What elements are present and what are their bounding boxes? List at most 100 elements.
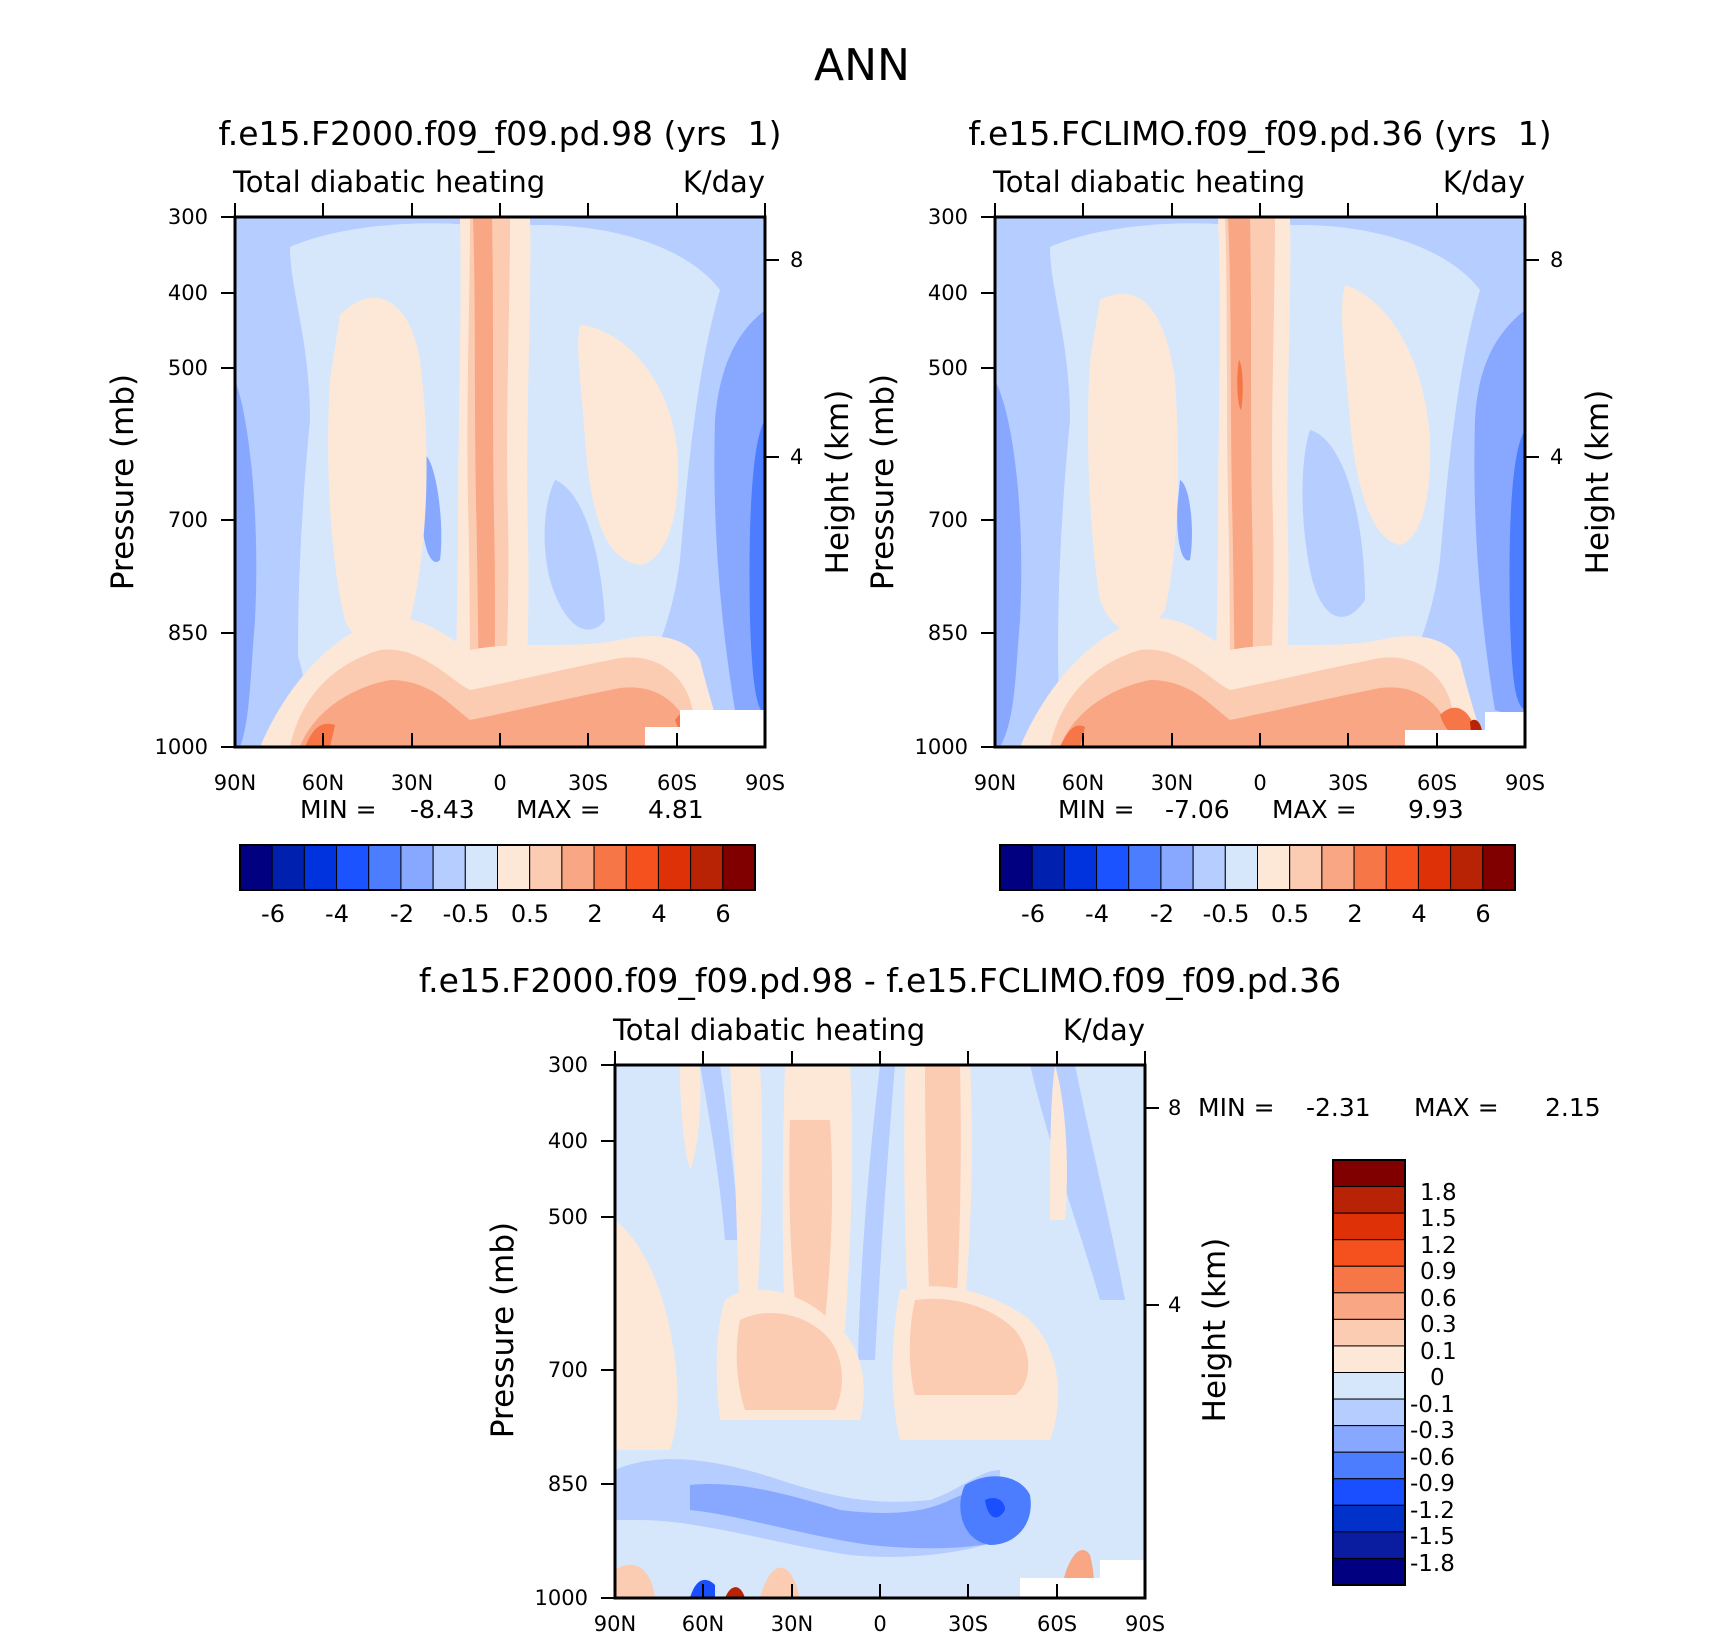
x-tick-label: 30S <box>568 771 608 795</box>
x-tick-label: 30N <box>391 771 433 795</box>
x-tick-label: 0 <box>873 1612 886 1636</box>
min-max: MIN = -8.43 MAX = 4.81 <box>300 795 704 824</box>
y2-tick-labels: 8 4 <box>790 248 803 469</box>
colorbar-cell <box>1353 844 1387 891</box>
y-tick-label: 850 <box>548 1472 588 1496</box>
min-value: -8.43 <box>410 795 475 824</box>
colorbar-cell <box>432 844 466 891</box>
y2-tick-label: 4 <box>1550 445 1563 469</box>
y2-tick-label: 4 <box>790 445 803 469</box>
colorbar-label: -0.3 <box>1410 1418 1455 1444</box>
y2-tick-labels: 8 4 <box>1168 1096 1181 1317</box>
y-tick-label: 700 <box>168 508 208 532</box>
colorbar-cell <box>1332 1292 1406 1320</box>
colorbar-cell <box>1332 1451 1406 1480</box>
contour-field <box>995 217 1525 747</box>
variable-label: Total diabatic heating <box>992 165 1305 199</box>
y2-tick-label: 8 <box>1550 248 1563 272</box>
y2-axis-label: Height (km) <box>1197 1238 1233 1423</box>
y-tick-labels: 300 400 500 700 850 1000 <box>155 205 208 759</box>
colorbar-label: -6 <box>261 900 285 928</box>
colorbar-label: -2 <box>1150 900 1174 928</box>
colorbar-label: -0.1 <box>1410 1392 1455 1418</box>
y-tick-label: 1000 <box>915 735 968 759</box>
y-tick-label: 700 <box>928 508 968 532</box>
min-value: -2.31 <box>1306 1093 1371 1122</box>
panel-diff: f.e15.F2000.f09_f09.pd.98 - f.e15.FCLIMO… <box>419 961 1601 1636</box>
plot-frame <box>221 203 779 749</box>
colorbar-cell <box>561 844 595 891</box>
colorbar-label: 0.1 <box>1420 1339 1457 1365</box>
x-tick-label: 90S <box>1125 1612 1165 1636</box>
x-tick-label: 90S <box>745 771 785 795</box>
colorbar-label: -6 <box>1021 900 1045 928</box>
x-tick-label: 0 <box>493 771 506 795</box>
y2-axis-label: Height (km) <box>820 390 856 575</box>
colorbar-label: -0.6 <box>1410 1445 1455 1471</box>
y-tick-label: 300 <box>168 205 208 229</box>
colorbar-cell <box>464 844 498 891</box>
colorbar-cell <box>368 844 402 891</box>
panel-fclimo: f.e15.FCLIMO.f09_f09.pd.36 (yrs 1) Total… <box>865 114 1616 928</box>
colorbar-cell <box>1128 844 1162 891</box>
min-max: MIN = -7.06 MAX = 9.93 <box>1058 795 1464 824</box>
colorbar-cell <box>1289 844 1323 891</box>
colorbar-cell <box>1417 844 1452 891</box>
panel-title: f.e15.F2000.f09_f09.pd.98 - f.e15.FCLIMO… <box>419 961 1341 1000</box>
colorbar-cell <box>1332 1159 1406 1188</box>
colorbar-label: 2 <box>587 900 602 928</box>
units-label: K/day <box>683 165 765 199</box>
x-tick-label: 30S <box>948 1612 988 1636</box>
colorbar-cell <box>1192 844 1226 891</box>
contour-field <box>615 1065 1145 1598</box>
colorbar-label: 0.3 <box>1420 1312 1457 1338</box>
colorbar-label: -2 <box>390 900 414 928</box>
colorbar-cell <box>722 844 756 891</box>
min-label: MIN = <box>1198 1093 1275 1122</box>
colorbar-cell <box>400 844 434 891</box>
colorbar-cell <box>239 844 273 891</box>
y-tick-label: 850 <box>928 621 968 645</box>
x-tick-label: 0 <box>1253 771 1266 795</box>
colorbar-cell <box>1332 1531 1406 1559</box>
colorbar-cell <box>1332 1557 1406 1586</box>
colorbar-label: -0.5 <box>1203 900 1250 928</box>
colorbar-cell <box>497 844 531 891</box>
y-tick-label: 500 <box>548 1205 588 1229</box>
x-tick-label: 30N <box>1151 771 1193 795</box>
colorbar-label: -1.2 <box>1410 1498 1455 1524</box>
colorbar: 1.8 1.5 1.2 0.9 0.6 0.3 0.1 0 -0.1 -0.3 … <box>1332 1159 1457 1586</box>
colorbar-cell <box>529 844 563 891</box>
colorbar-label: 0.5 <box>1271 900 1309 928</box>
y-tick-label: 400 <box>168 281 208 305</box>
colorbar-label: 2 <box>1347 900 1362 928</box>
y2-tick-label: 8 <box>790 248 803 272</box>
colorbar-label: 0.9 <box>1420 1259 1457 1285</box>
colorbar-cell <box>1160 844 1194 891</box>
colorbar-label: 1.2 <box>1420 1233 1457 1259</box>
y-tick-label: 1000 <box>155 735 208 759</box>
y-tick-label: 300 <box>548 1053 588 1077</box>
max-value: 9.93 <box>1408 795 1464 824</box>
plot-frame <box>601 1051 1159 1600</box>
max-label: MAX = <box>516 795 601 824</box>
colorbar-cell <box>1332 1212 1406 1241</box>
y-tick-label: 400 <box>928 281 968 305</box>
colorbar-cell <box>1224 844 1258 891</box>
x-tick-label: 60S <box>1037 1612 1077 1636</box>
y-axis-label: Pressure (mb) <box>485 1222 521 1438</box>
colorbar-label: 0.5 <box>511 900 549 928</box>
colorbar-cell <box>690 844 724 891</box>
colorbar-label: 6 <box>1475 900 1490 928</box>
colorbar-label: -0.5 <box>443 900 490 928</box>
colorbar-cell <box>1385 844 1419 891</box>
colorbar-label: -1.5 <box>1410 1524 1455 1550</box>
y-axis-label: Pressure (mb) <box>865 374 901 590</box>
colorbar-cell <box>271 844 305 891</box>
y2-tick-label: 4 <box>1168 1293 1181 1317</box>
y-tick-label: 400 <box>548 1129 588 1153</box>
max-value: 2.15 <box>1545 1093 1601 1122</box>
x-tick-labels: 90N 60N 30N 0 30S 60S 90S <box>974 771 1545 795</box>
x-tick-labels: 90N 60N 30N 0 30S 60S 90S <box>214 771 785 795</box>
